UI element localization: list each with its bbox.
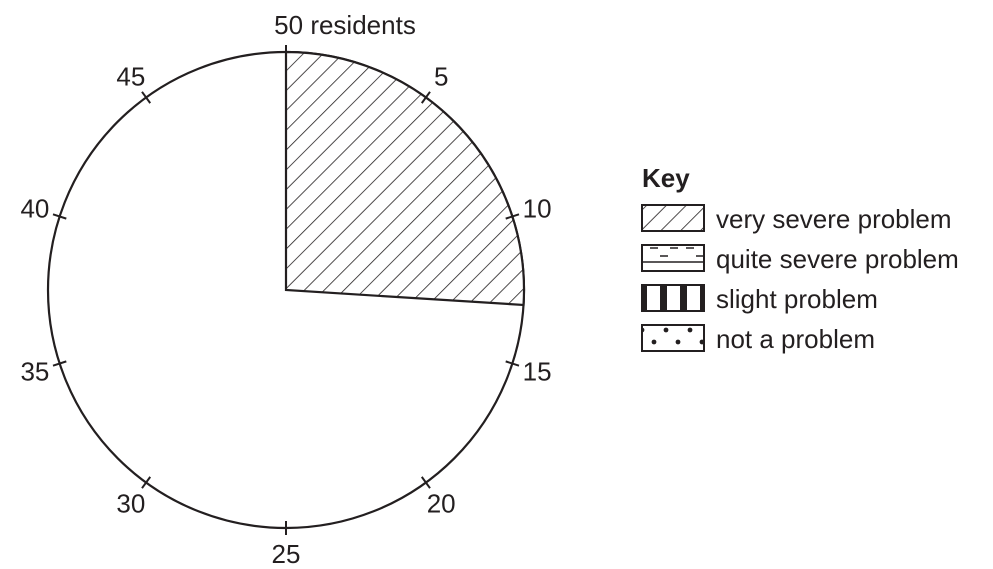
legend: Key very severe problem quite severe prob… bbox=[641, 163, 959, 354]
legend-label-slight-problem: slight problem bbox=[716, 284, 878, 314]
pie-slices bbox=[284, 50, 526, 307]
pie-scale-ticks bbox=[52, 45, 520, 535]
scale-label-20: 20 bbox=[427, 489, 456, 519]
scale-tick-40 bbox=[52, 213, 67, 220]
legend-label-very-severe-problem: very severe problem bbox=[716, 204, 952, 234]
scale-label-10: 10 bbox=[523, 193, 552, 223]
legend-swatch-slight-problem bbox=[641, 284, 705, 312]
legend-label-quite-severe-problem: quite severe problem bbox=[716, 244, 959, 274]
scale-label-35: 35 bbox=[20, 357, 49, 387]
scale-tick-5 bbox=[420, 91, 431, 104]
scale-tick-20 bbox=[420, 476, 431, 489]
legend-title: Key bbox=[642, 163, 690, 193]
legend-swatch-not-a-problem bbox=[641, 324, 705, 352]
legend-swatch-very-severe-problem bbox=[641, 204, 705, 232]
scale-tick-30 bbox=[141, 476, 152, 489]
legend-label-not-a-problem: not a problem bbox=[716, 324, 875, 354]
scale-label-40: 40 bbox=[20, 193, 49, 223]
scale-tick-45 bbox=[141, 91, 152, 104]
scale-tick-35 bbox=[52, 360, 67, 367]
legend-swatch-quite-severe-problem bbox=[641, 244, 705, 272]
pie-slice-very-severe-problem bbox=[284, 50, 526, 307]
pie-scale-labels: 5 10 15 20 25 30 35 40 45 bbox=[20, 61, 551, 569]
scale-label-45: 45 bbox=[116, 61, 145, 91]
scale-label-30: 30 bbox=[116, 489, 145, 519]
scale-label: 50 residents bbox=[274, 10, 416, 40]
scale-tick-15 bbox=[505, 360, 520, 367]
scale-label-15: 15 bbox=[523, 357, 552, 387]
scale-tick-10 bbox=[505, 213, 520, 220]
scale-label-5: 5 bbox=[434, 61, 448, 91]
scale-label-25: 25 bbox=[272, 539, 301, 569]
